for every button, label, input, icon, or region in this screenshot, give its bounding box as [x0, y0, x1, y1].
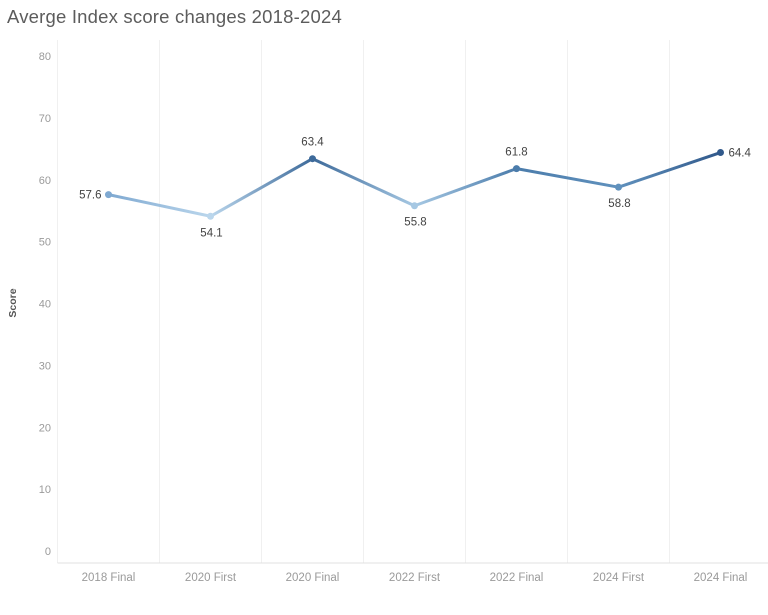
x-tick-label: 2020 Final [286, 572, 340, 584]
data-point-label: 58.8 [608, 198, 630, 210]
y-tick-label: 10 [39, 484, 51, 496]
data-point-marker[interactable] [105, 191, 112, 199]
x-tick-label: 2022 Final [490, 572, 544, 584]
line-segment [209, 157, 314, 218]
y-tick-label: 40 [39, 299, 51, 311]
line-segment [311, 157, 416, 208]
data-point-label: 61.8 [505, 147, 527, 159]
data-point-marker[interactable] [615, 183, 622, 191]
data-point-label: 63.4 [301, 137, 324, 149]
x-tick-label: 2024 First [593, 572, 645, 584]
data-point-marker[interactable] [513, 165, 520, 173]
y-axis-title: Score [7, 288, 19, 317]
data-point-label: 64.4 [729, 148, 752, 160]
y-tick-label: 50 [39, 237, 51, 249]
data-point-label: 55.8 [404, 217, 426, 229]
x-tick-label: 2020 First [185, 572, 237, 584]
data-point-marker[interactable] [411, 202, 418, 210]
y-tick-label: 80 [39, 51, 51, 63]
data-point-marker[interactable] [309, 155, 316, 163]
chart-title: Averge Index score changes 2018-2024 [7, 6, 342, 27]
line-segment [413, 167, 518, 208]
y-tick-label: 0 [45, 546, 51, 558]
data-point-marker[interactable] [717, 149, 724, 157]
data-point-marker[interactable] [207, 212, 214, 220]
x-tick-label: 2018 Final [82, 572, 136, 584]
line-segment [107, 193, 212, 218]
line-segment [515, 167, 620, 189]
data-point-label: 54.1 [200, 227, 222, 239]
x-tick-label: 2022 First [389, 572, 441, 584]
y-tick-label: 20 [39, 422, 51, 434]
data-point-label: 57.6 [79, 190, 101, 202]
y-tick-label: 30 [39, 360, 51, 372]
x-tick-label: 2024 Final [694, 572, 748, 584]
y-tick-label: 70 [39, 113, 51, 125]
line-segment [617, 151, 722, 189]
y-tick-label: 60 [39, 175, 51, 187]
